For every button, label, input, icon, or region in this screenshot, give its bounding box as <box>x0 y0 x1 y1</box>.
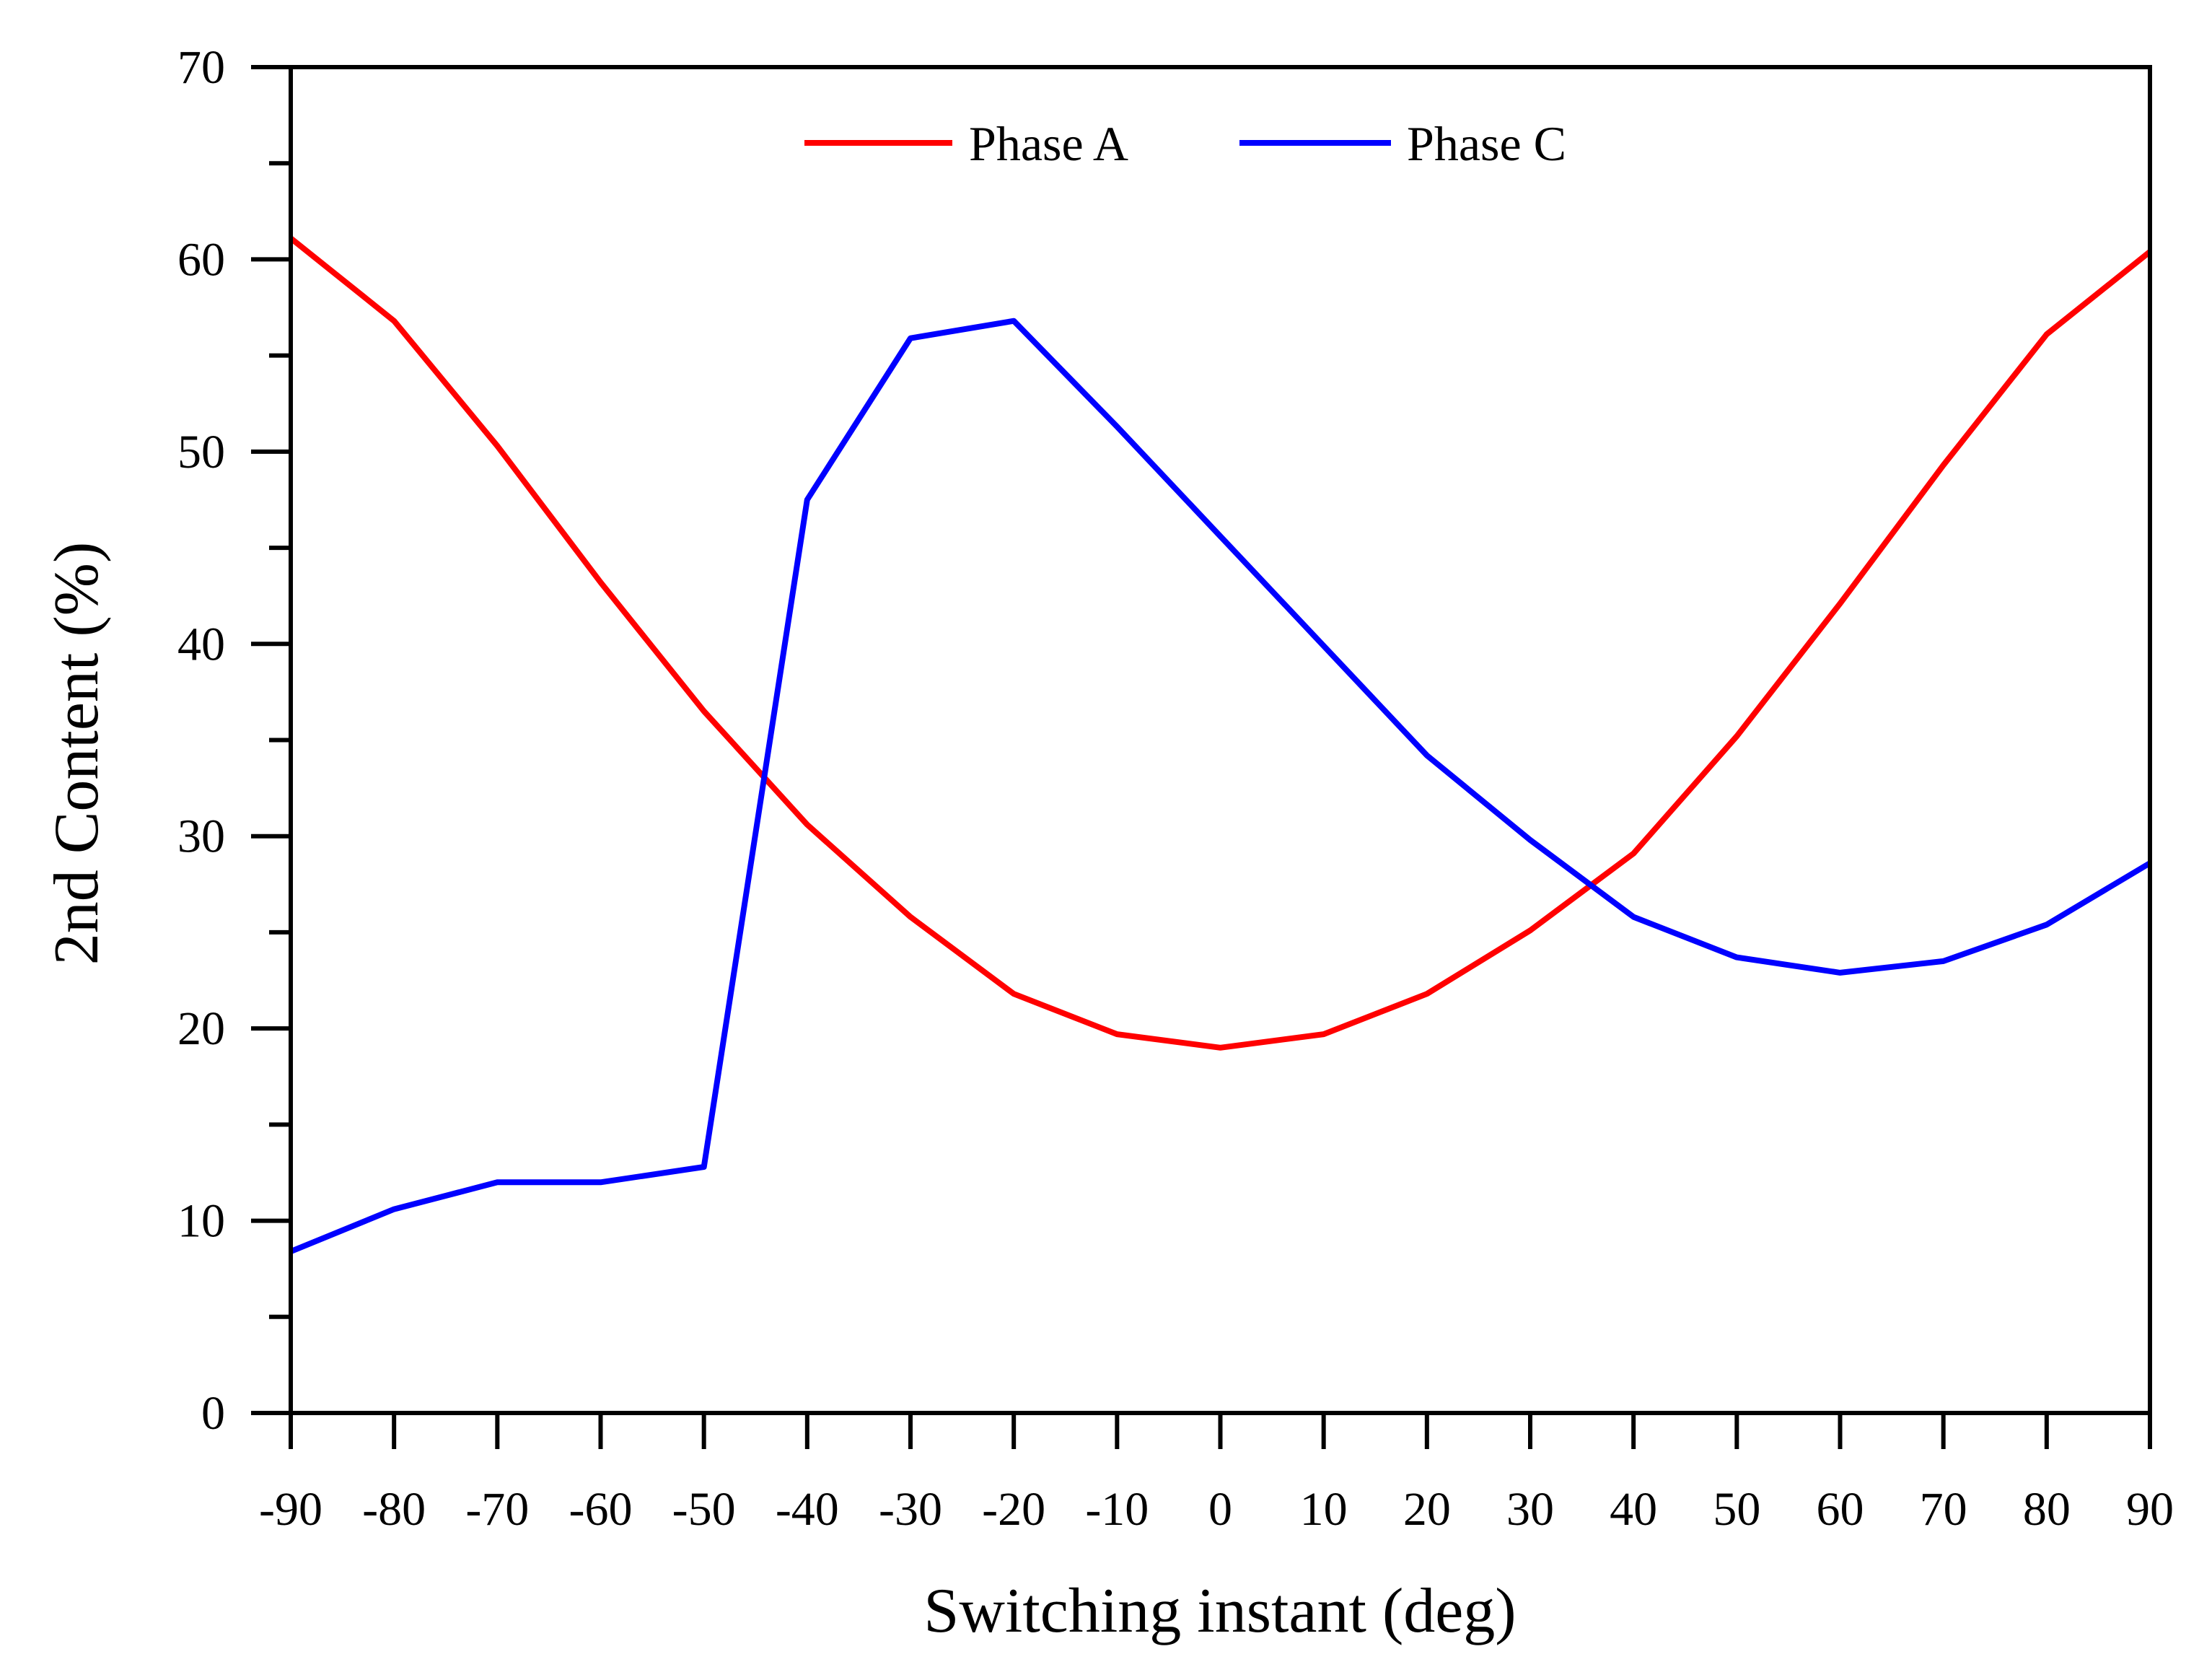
x-axis-title: Switching instant (deg) <box>923 1576 1516 1646</box>
series-lines <box>289 235 2152 1254</box>
x-tick-label: -50 <box>672 1483 736 1536</box>
y-tick-label: 50 <box>177 426 225 478</box>
x-tick-label: 60 <box>1817 1483 1864 1536</box>
x-tick-label: -70 <box>465 1483 529 1536</box>
y-tick-label: 40 <box>177 618 225 670</box>
x-tick-label: 10 <box>1300 1483 1348 1536</box>
series-line-phase-a <box>289 235 2152 1051</box>
y-tick-label: 20 <box>177 1002 225 1055</box>
y-tick-label: 10 <box>177 1195 225 1248</box>
y-tick-label: 30 <box>177 810 225 863</box>
x-tick-label: -10 <box>1085 1483 1149 1536</box>
y-axis-title: 2nd Content (%) <box>42 542 112 966</box>
x-tick-label: -20 <box>982 1483 1045 1536</box>
legend: Phase A Phase C <box>804 116 1566 171</box>
y-tick-label: 60 <box>177 233 225 286</box>
x-tick-label: 0 <box>1208 1483 1232 1536</box>
x-tick-label: 30 <box>1506 1483 1554 1536</box>
plot-frame <box>289 65 2152 1415</box>
x-tick-label: 20 <box>1403 1483 1451 1536</box>
x-tick-label: -30 <box>879 1483 942 1536</box>
y-tick-label: 0 <box>201 1387 225 1440</box>
x-axis-ticks: -90 -80 -70 -60 -50 -40 -30 -20 -10 0 10 20 30 40 50 60… <box>259 1413 2174 1536</box>
x-tick-label: 40 <box>1610 1483 1657 1536</box>
x-tick-label: -60 <box>569 1483 633 1536</box>
x-tick-label: 70 <box>1920 1483 1967 1536</box>
x-tick-label: 50 <box>1713 1483 1760 1536</box>
y-axis-ticks: 0 10 20 30 40 50 60 70 <box>177 41 291 1440</box>
series-line-phase-c <box>289 318 2152 1254</box>
x-tick-label: 90 <box>2126 1483 2174 1536</box>
y-tick-label: 70 <box>177 41 225 94</box>
x-tick-label: -90 <box>259 1483 322 1536</box>
x-tick-label: -40 <box>776 1483 839 1536</box>
x-tick-label: 80 <box>2023 1483 2071 1536</box>
legend-label-phase-a: Phase A <box>969 116 1128 171</box>
legend-label-phase-c: Phase C <box>1407 116 1566 171</box>
x-tick-label: -80 <box>362 1483 426 1536</box>
